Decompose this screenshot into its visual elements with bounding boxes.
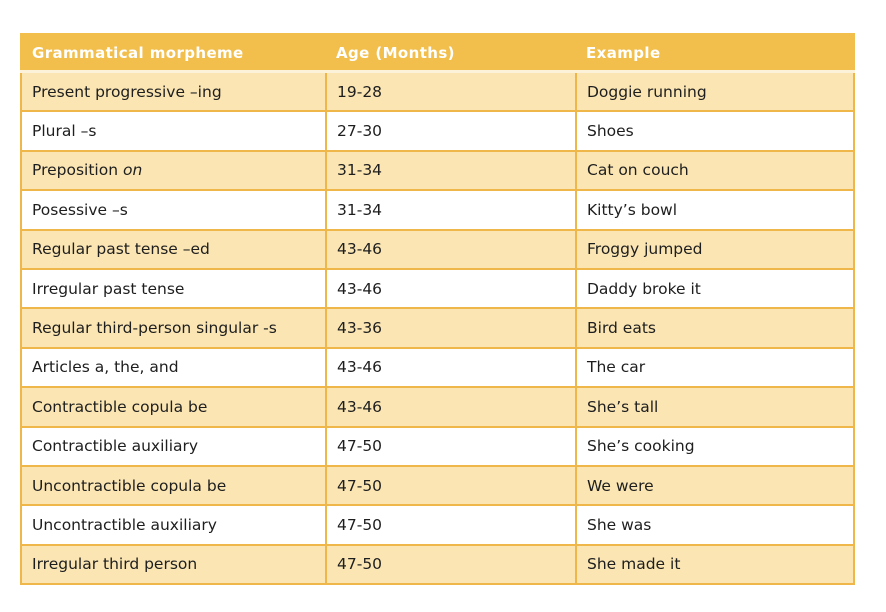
morpheme-text: Articles a, the, and [32, 358, 179, 377]
cell-morpheme: Contractible auxiliary [20, 425, 327, 467]
column-header-age: Age (Months) [326, 33, 576, 73]
table-row: Irregular third person 47-50 She made it [20, 543, 855, 586]
table-row: Uncontractible copula be 47-50 We were [20, 464, 855, 507]
cell-age: 43-36 [325, 307, 577, 349]
cell-morpheme: Irregular third person [20, 543, 327, 586]
morpheme-text: Contractible copula be [32, 397, 208, 416]
table-row: Uncontractible auxiliary 47-50 She was [20, 504, 855, 546]
morpheme-text: Contractible auxiliary [32, 437, 199, 456]
cell-morpheme: Preposition on [20, 149, 327, 192]
morpheme-text: Posessive –s [32, 200, 128, 219]
cell-morpheme: Contractible copula be [20, 386, 327, 428]
cell-morpheme: Irregular past tense [20, 267, 327, 310]
cell-morpheme: Plural –s [20, 110, 327, 152]
cell-morpheme: Regular past tense –ed [20, 228, 327, 270]
cell-age: 27-30 [325, 110, 577, 152]
cell-morpheme: Posessive –s [20, 189, 327, 231]
cell-example: Kitty’s bowl [575, 189, 855, 231]
table-row: Posessive –s 31-34 Kitty’s bowl [20, 189, 855, 231]
morpheme-text: Uncontractible auxiliary [32, 515, 217, 534]
cell-example: We were [575, 464, 855, 507]
cell-example: Doggie running [575, 70, 855, 113]
morpheme-italic-term: on [122, 161, 143, 180]
table-body: Present progressive –ing 19-28 Doggie runn… [20, 70, 855, 586]
table-row: Regular past tense –ed 43-46 Froggy jumped [20, 228, 855, 270]
cell-morpheme: Regular third-person singular -s [20, 307, 327, 349]
cell-age: 31-34 [325, 189, 577, 231]
table-header: Grammatical morpheme Age (Months) Exampl… [20, 33, 855, 73]
table-row: Preposition on 31-34 Cat on couch [20, 149, 855, 192]
morpheme-table: Grammatical morpheme Age (Months) Exampl… [20, 33, 855, 586]
cell-example: She made it [575, 543, 855, 586]
morpheme-text: Plural –s [32, 122, 97, 141]
table-row: Present progressive –ing 19-28 Doggie runn… [20, 70, 855, 113]
column-header-example: Example [576, 33, 855, 73]
cell-age: 31-34 [325, 149, 577, 192]
table-row: Contractible copula be 43-46 She’s tall [20, 386, 855, 428]
morpheme-text: Regular past tense –ed [32, 240, 210, 259]
cell-morpheme: Uncontractible auxiliary [20, 504, 327, 546]
cell-example: She’s cooking [575, 425, 855, 467]
cell-age: 43-46 [325, 228, 577, 270]
cell-example: Daddy broke it [575, 267, 855, 310]
table-row: Plural –s 27-30 Shoes [20, 110, 855, 152]
cell-age: 43-46 [325, 346, 577, 389]
cell-morpheme: Articles a, the, and [20, 346, 327, 389]
table-row: Regular third-person singular -s 43-36 Bir… [20, 307, 855, 349]
column-header-morpheme: Grammatical morpheme [20, 33, 326, 73]
cell-age: 47-50 [325, 504, 577, 546]
cell-age: 47-50 [325, 543, 577, 586]
morpheme-text: Irregular third person [32, 555, 198, 574]
morpheme-text: Uncontractible copula be [32, 476, 227, 495]
table-row: Contractible auxiliary 47-50 She’s cooking [20, 425, 855, 467]
morpheme-text: Present progressive –ing [32, 82, 222, 101]
cell-example: Shoes [575, 110, 855, 152]
header-row: Grammatical morpheme Age (Months) Exampl… [20, 33, 855, 73]
cell-example: Bird eats [575, 307, 855, 349]
cell-age: 43-46 [325, 267, 577, 310]
cell-example: Cat on couch [575, 149, 855, 192]
morpheme-text: Preposition [32, 161, 123, 180]
morpheme-text: Regular third-person singular -s [32, 319, 277, 338]
cell-age: 19-28 [325, 70, 577, 113]
cell-example: She’s tall [575, 386, 855, 428]
cell-age: 43-46 [325, 386, 577, 428]
table-row: Articles a, the, and 43-46 The car [20, 346, 855, 389]
cell-morpheme: Present progressive –ing [20, 70, 327, 113]
cell-morpheme: Uncontractible copula be [20, 464, 327, 507]
cell-age: 47-50 [325, 425, 577, 467]
cell-example: The car [575, 346, 855, 389]
cell-example: She was [575, 504, 855, 546]
table-row: Irregular past tense 43-46 Daddy broke it [20, 267, 855, 310]
cell-example: Froggy jumped [575, 228, 855, 270]
morpheme-text: Irregular past tense [32, 279, 185, 298]
cell-age: 47-50 [325, 464, 577, 507]
